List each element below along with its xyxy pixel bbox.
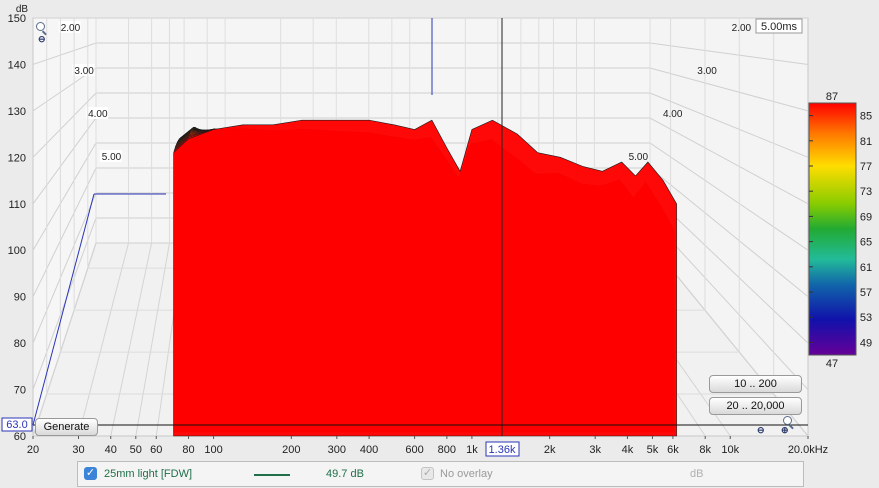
generate-button[interactable]: Generate (35, 418, 98, 436)
time-tick-label-left: 3.00 (74, 66, 94, 77)
x-tick-label: 2k (544, 444, 556, 456)
x-tick-label: 60 (150, 444, 162, 456)
y-tick-label: 120 (8, 152, 26, 164)
measurement-name: 25mm light [FDW] (104, 468, 193, 480)
axes: 2.00 2.00 3.00 3.00 4.00 4.00 5.00 5.00 60 70 80 90… (8, 13, 829, 456)
x-tick-label: 30 (72, 444, 84, 456)
overlay-label: No overlay (440, 468, 493, 480)
measurement-line-swatch (254, 474, 290, 476)
db-gridline (32, 67, 809, 112)
x-tick-label: 6k (667, 444, 679, 456)
time-tick-label-right: 3.00 (697, 66, 717, 77)
time-tick-bg (58, 21, 81, 33)
colorbar-tick-label: 61 (860, 262, 872, 274)
db-gridline (32, 117, 809, 205)
time-tick-label-left: 2.00 (61, 23, 81, 34)
freq-gridline (32, 242, 97, 437)
x-tick-label: 10k (721, 444, 739, 456)
zoom-icon (36, 22, 45, 31)
cursor-x-label-box (485, 441, 520, 457)
x-tick-label: 600 (405, 444, 423, 456)
time-end-label-box (755, 18, 803, 34)
overlay-unit: dB (690, 468, 704, 480)
x-tick-label: 5k (647, 444, 659, 456)
y-tick-label: 110 (8, 199, 26, 211)
x-zoom-control[interactable]: ⊖ ⊕ (757, 416, 797, 444)
waterfall-slice (173, 119, 677, 437)
time-tick-label-right: 4.00 (663, 109, 683, 120)
time-tick-bg (86, 107, 109, 119)
range-20-20000-button[interactable]: 20 .. 20,000 (709, 397, 802, 415)
colorbar-max-label: 87 (826, 91, 838, 103)
colorbar-tick-label: 85 (860, 111, 872, 123)
measurement-checkbox[interactable]: ✓ (84, 467, 97, 480)
colorbar-tick-label: 77 (860, 161, 872, 173)
time-tick-label-left: 5.00 (102, 152, 122, 163)
freq-gridline (110, 242, 153, 437)
y-tick-label: 100 (8, 245, 26, 257)
y-zoom-control[interactable]: ⊖ (36, 22, 50, 50)
x-tick-label: 40 (105, 444, 117, 456)
y-tick-label: 150 (8, 13, 26, 25)
x-tick-label: 1k (466, 444, 478, 456)
colorbar-tick-label: 81 (860, 136, 872, 148)
colorbar-min-label: 47 (826, 358, 838, 370)
zoom-out-icon[interactable]: ⊖ (38, 34, 46, 44)
legend-bar: ✓ 25mm light [FDW] 49.7 dB ✓ No overlay … (77, 461, 804, 487)
x-tick-label: 300 (328, 444, 346, 456)
y-tick-label: 80 (14, 338, 26, 350)
y-tick-label: 60 (14, 431, 26, 443)
y-tick-label: 70 (14, 385, 26, 397)
x-tick-label: 400 (360, 444, 378, 456)
time-tick-label-right: 5.00 (629, 152, 649, 163)
x-zoom-icon (783, 416, 792, 425)
freq-gridline (78, 242, 130, 437)
y-axis-unit: dB (16, 4, 29, 15)
db-gridline (32, 92, 809, 158)
colorbar-scale (808, 102, 857, 356)
x-tick-label: 800 (438, 444, 456, 456)
cursor-x-label: 1.36k (489, 444, 516, 456)
time-end-label: 5.00ms (761, 21, 798, 33)
measurement-value: 49.7 dB (326, 468, 364, 480)
colorbar: 87 47 85 81 77 73 69 65 61 57 53 49 (808, 91, 872, 370)
x-zoom-out-icon[interactable]: ⊖ (757, 425, 765, 435)
colorbar-tick-label: 53 (860, 312, 872, 324)
db-gridline (32, 42, 809, 65)
x-tick-label: 200 (282, 444, 300, 456)
cursor-y-label-box (1, 417, 33, 432)
freq-gridline (135, 242, 170, 437)
cursor-depth-line (32, 193, 95, 426)
time-tick-bg (99, 150, 122, 162)
x-tick-label: 100 (204, 444, 222, 456)
cursor-y-label: 63.0 (6, 419, 27, 431)
x-tick-label: 80 (182, 444, 194, 456)
waterfall-surface (173, 119, 677, 437)
colorbar-tick-label: 65 (860, 237, 872, 249)
x-tick-label: 3k (589, 444, 601, 456)
colorbar-tick-label: 57 (860, 287, 872, 299)
y-tick-label: 90 (14, 292, 26, 304)
y-tick-label: 130 (8, 106, 26, 118)
time-tick-bg (72, 64, 95, 76)
colorbar-tick-label: 73 (860, 186, 872, 198)
colorbar-tick-label: 69 (860, 211, 872, 223)
range-10-200-button[interactable]: 10 .. 200 (709, 375, 802, 393)
x-tick-label: 8k (699, 444, 711, 456)
x-tick-label: 4k (622, 444, 634, 456)
overlay-checkbox[interactable]: ✓ (421, 467, 434, 480)
x-tick-label: 50 (130, 444, 142, 456)
colorbar-tick-label: 49 (860, 337, 872, 349)
x-tick-label: 20 (27, 444, 39, 456)
time-tick-label-right: 2.00 (732, 23, 752, 34)
x-tick-label: 20.0kHz (788, 444, 828, 456)
time-tick-label-left: 4.00 (88, 109, 108, 120)
y-tick-label: 140 (8, 59, 26, 71)
x-zoom-in-icon[interactable]: ⊕ (781, 425, 789, 435)
